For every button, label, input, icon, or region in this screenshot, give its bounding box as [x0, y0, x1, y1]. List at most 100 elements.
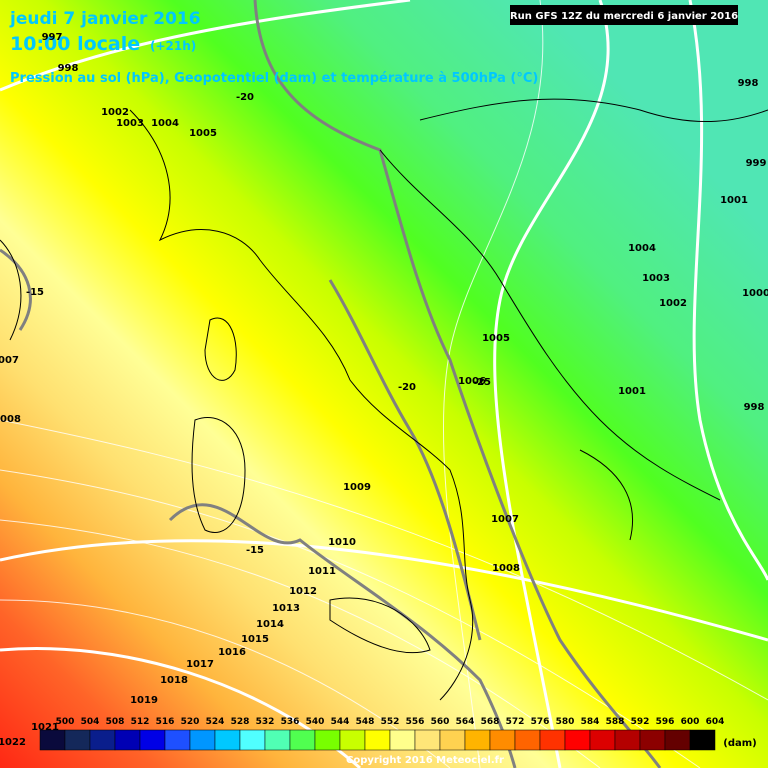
temperature-label: -20: [236, 92, 254, 103]
legend-label: 568: [481, 717, 500, 727]
pressure-label: 998: [744, 402, 765, 413]
pressure-label: 1009: [343, 482, 371, 493]
pressure-label: 1010: [328, 537, 356, 548]
lead: (+21h): [150, 39, 196, 53]
legend-label: 540: [306, 717, 325, 727]
legend-swatch: [139, 729, 166, 751]
pressure-label: 1013: [272, 603, 300, 614]
pressure-label: 1011: [308, 566, 336, 577]
temperature-isotherms: [0, 0, 662, 768]
legend-swatch: [389, 729, 416, 751]
legend-label: 580: [556, 717, 575, 727]
legend-label: 524: [206, 717, 225, 727]
legend-swatch: [239, 729, 266, 751]
run-box: [510, 5, 738, 25]
legend-label: 532: [256, 717, 275, 727]
pressure-label: 1022: [0, 737, 26, 748]
legend-swatch: [639, 729, 666, 751]
legend-label: 544: [331, 717, 350, 727]
legend-label: 584: [581, 717, 600, 727]
legend-swatch: [89, 729, 116, 751]
legend-swatch: [189, 729, 216, 751]
legend-swatch: [214, 729, 241, 751]
pressure-label: 1015: [241, 634, 269, 645]
pressure-labels: 997 998 1002 1003 1004 1005 998 999 1001…: [0, 32, 768, 748]
legend-swatch: [264, 729, 291, 751]
legend-unit: (dam): [723, 738, 756, 749]
legend-label: 508: [106, 717, 125, 727]
pressure-label: 1005: [189, 128, 217, 139]
legend: 500 504 508 512 516 520 524 528 532 536 540 544 548 5…: [39, 717, 725, 751]
pressure-label: 998: [58, 63, 79, 74]
legend-swatch: [564, 729, 591, 751]
pressure-label: 1007: [491, 514, 519, 525]
pressure-label: 1005: [482, 333, 510, 344]
legend-swatch: [489, 729, 516, 751]
legend-label: 592: [631, 717, 650, 727]
legend-swatch: [614, 729, 641, 751]
pressure-label: 1000: [742, 288, 768, 299]
legend-swatch: [539, 729, 566, 751]
legend-label: 528: [231, 717, 250, 727]
legend-label: 564: [456, 717, 475, 727]
pressure-label: 1016: [218, 647, 246, 658]
title: jeudi 7 janvier 2016: [9, 9, 201, 29]
temperature-label: -20: [398, 382, 416, 393]
pressure-label: 1018: [160, 675, 188, 686]
legend-swatch: [514, 729, 541, 751]
legend-label: 504: [81, 717, 100, 727]
legend-label: 556: [406, 717, 425, 727]
pressure-label: 997: [42, 32, 63, 43]
pressure-label: 1008: [492, 563, 520, 574]
pressure-label: 1001: [720, 195, 748, 206]
legend-label: 600: [681, 717, 700, 727]
temperature-label: -15: [246, 545, 264, 556]
legend-label: 548: [356, 717, 375, 727]
time: 10:00 locale: [10, 33, 140, 55]
legend-label: 596: [656, 717, 675, 727]
run-label: Run GFS 12Z du mercredi 6 janvier 2016: [510, 11, 738, 22]
pressure-label: 1008: [0, 414, 21, 425]
pressure-label: 1017: [186, 659, 214, 670]
legend-label: 604: [706, 717, 725, 727]
temperature-label: -15: [26, 287, 44, 298]
legend-label: 576: [531, 717, 550, 727]
legend-label: 500: [56, 717, 75, 727]
legend-label: 572: [506, 717, 525, 727]
legend-swatch: [289, 729, 316, 751]
legend-swatch: [414, 729, 441, 751]
pressure-label: 1002: [659, 298, 687, 309]
legend-label: 552: [381, 717, 400, 727]
pressure-label: 1014: [256, 619, 284, 630]
legend-swatch: [664, 729, 691, 751]
temperature-labels: -20 -15 -20 -25 -15: [26, 92, 491, 556]
legend-label: 512: [131, 717, 150, 727]
legend-swatch: [589, 729, 616, 751]
pressure-label: 999: [746, 158, 767, 169]
temperature-label: -25: [473, 377, 491, 388]
legend-swatch: [314, 729, 341, 751]
pressure-label: 1006: [458, 376, 486, 387]
legend-swatch: [439, 729, 466, 751]
legend-label: 516: [156, 717, 175, 727]
legend-swatch: [39, 729, 66, 751]
legend-swatch: [464, 729, 491, 751]
legend-label: 588: [606, 717, 625, 727]
legend-swatch: [114, 729, 141, 751]
legend-label: 536: [281, 717, 300, 727]
legend-label: 560: [431, 717, 450, 727]
legend-swatch: [64, 729, 91, 751]
pressure-label: 1001: [618, 386, 646, 397]
legend-swatch: [689, 729, 716, 751]
pressure-label: 1019: [130, 695, 158, 706]
coastlines: [0, 98, 768, 701]
copyright: Copyright 2016 Meteociel.fr: [346, 755, 504, 766]
pressure-label: 1004: [151, 118, 179, 129]
subtitle: Pression au sol (hPa), Geopotentiel (dam…: [10, 71, 538, 86]
legend-swatch: [339, 729, 366, 751]
pressure-label: 1021: [31, 722, 59, 733]
pressure-label: 1003: [116, 118, 144, 129]
